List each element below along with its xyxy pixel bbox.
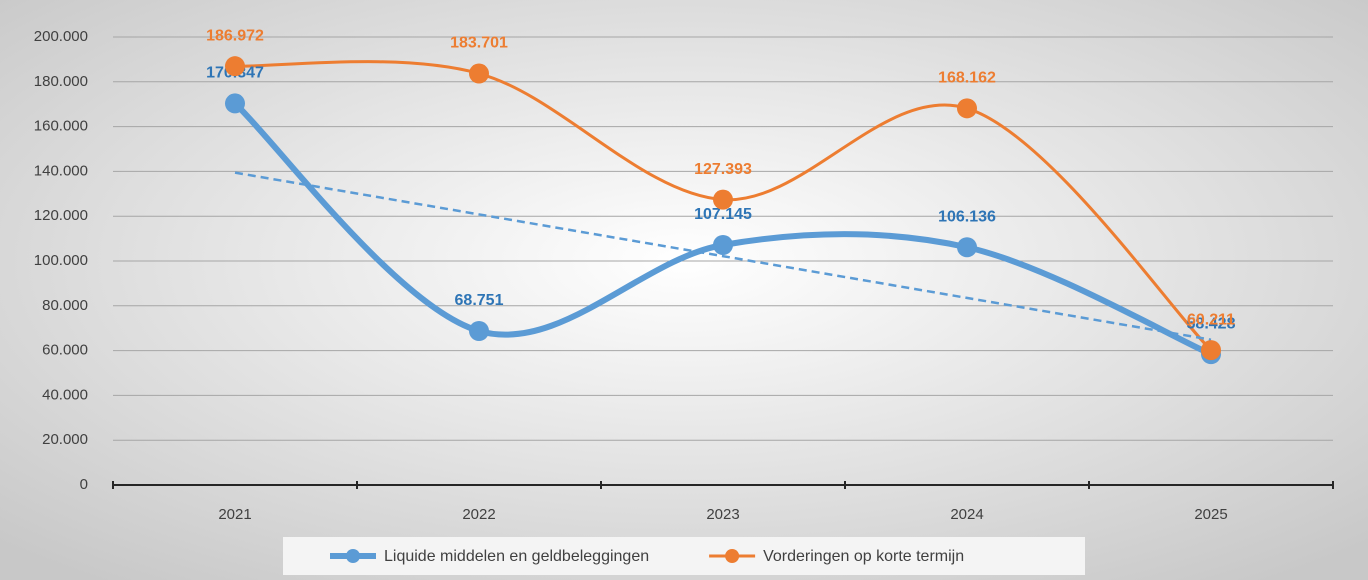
- y-tick-label: 120.000: [34, 207, 88, 224]
- point-marker: [713, 234, 733, 255]
- x-tick-label: 2023: [706, 506, 739, 523]
- y-tick-label: 140.000: [34, 162, 88, 179]
- y-tick-label: 100.000: [34, 252, 88, 269]
- data-label: 183.701: [450, 35, 508, 52]
- legend-label: Liquide middelen en geldbeleggingen: [384, 548, 649, 565]
- legend-marker: [725, 549, 740, 563]
- data-label: 186.972: [206, 27, 264, 44]
- trendline: [234, 171, 1212, 341]
- y-tick-label: 40.000: [42, 386, 88, 403]
- point-marker: [225, 93, 245, 114]
- x-tick-label: 2025: [1194, 506, 1227, 523]
- legend-marker: [346, 549, 360, 563]
- x-tick-label: 2022: [462, 506, 495, 523]
- data-label: 106.136: [938, 208, 996, 225]
- data-label: 168.162: [938, 70, 996, 87]
- point-marker: [1201, 340, 1221, 361]
- y-tick-label: 200.000: [34, 28, 88, 45]
- data-label: 107.145: [694, 206, 752, 223]
- data-label: 60.211: [1187, 311, 1235, 328]
- point-marker: [957, 237, 977, 258]
- y-tick-label: 0: [80, 476, 88, 493]
- x-tick-label: 2024: [950, 506, 983, 523]
- y-tick-label: 20.000: [42, 431, 88, 448]
- point-marker: [225, 56, 245, 77]
- y-tick-label: 180.000: [34, 73, 88, 90]
- point-marker: [469, 320, 489, 341]
- point-marker: [957, 98, 977, 119]
- point-marker: [469, 63, 489, 84]
- x-tick-label: 2021: [218, 506, 251, 523]
- y-tick-label: 60.000: [42, 342, 88, 359]
- legend-label: Vorderingen op korte termijn: [763, 548, 964, 565]
- y-tick-label: 160.000: [34, 118, 88, 135]
- legend-box: [283, 537, 1085, 575]
- data-label: 58.428: [1187, 315, 1236, 332]
- series-line: [232, 101, 1213, 357]
- data-label: 127.393: [694, 161, 752, 178]
- y-tick-label: 80.000: [42, 297, 88, 314]
- data-label: 68.751: [455, 292, 504, 309]
- point-marker: [713, 189, 733, 210]
